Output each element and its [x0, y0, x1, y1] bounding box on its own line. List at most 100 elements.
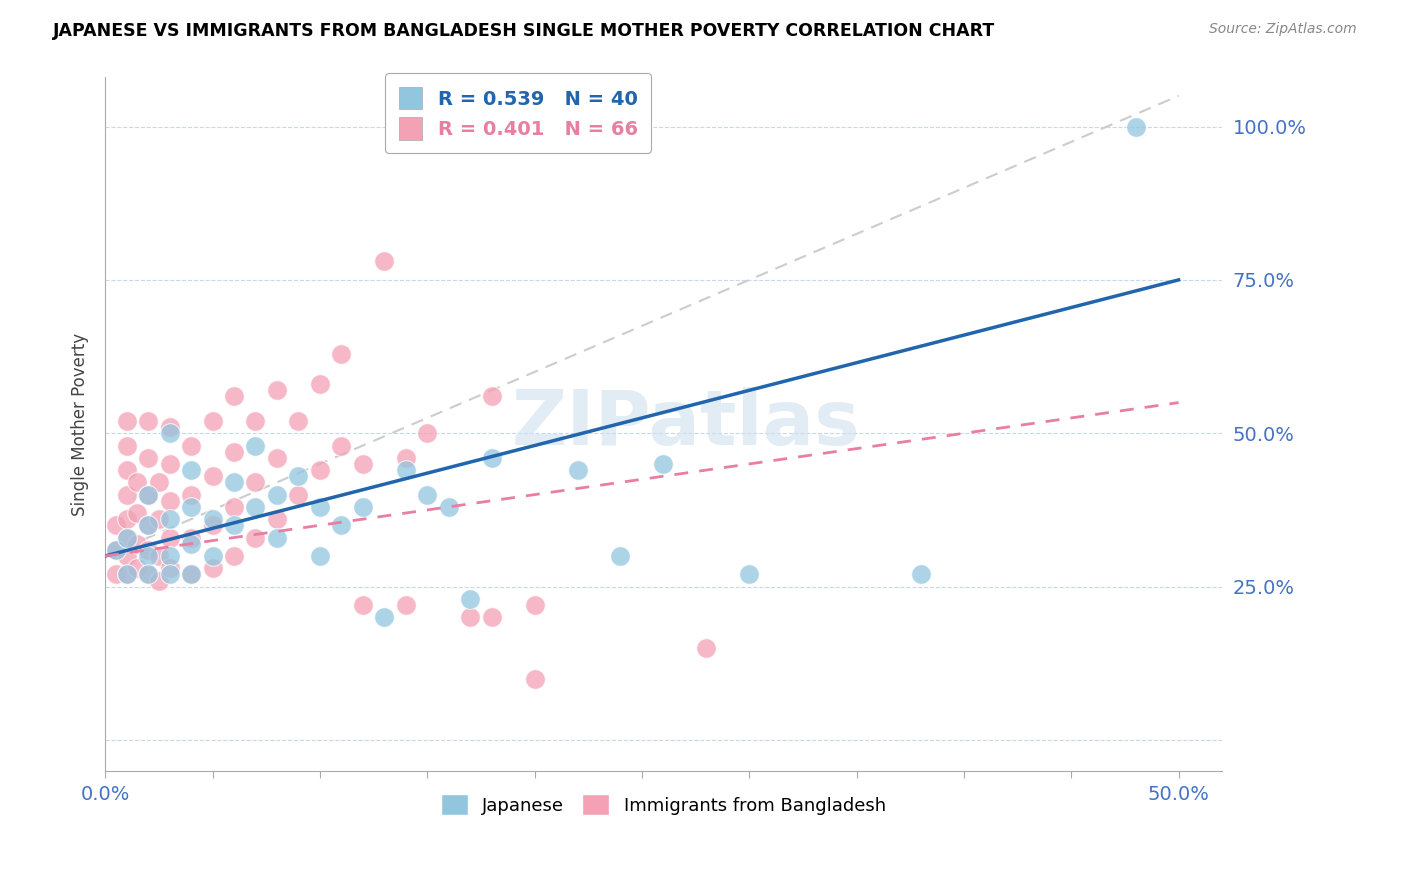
Point — [136, 518, 159, 533]
Point — [159, 561, 181, 575]
Point — [159, 426, 181, 441]
Point — [104, 542, 127, 557]
Point — [180, 567, 202, 582]
Point — [373, 254, 395, 268]
Text: Source: ZipAtlas.com: Source: ZipAtlas.com — [1209, 22, 1357, 37]
Point — [115, 567, 138, 582]
Point — [309, 463, 332, 477]
Point — [180, 531, 202, 545]
Point — [266, 384, 288, 398]
Point — [245, 438, 267, 452]
Point — [373, 610, 395, 624]
Point — [201, 561, 224, 575]
Point — [395, 463, 418, 477]
Point — [180, 567, 202, 582]
Point — [352, 500, 374, 514]
Point — [330, 518, 353, 533]
Point — [104, 567, 127, 582]
Point — [159, 420, 181, 434]
Point — [266, 512, 288, 526]
Point — [222, 518, 245, 533]
Point — [395, 598, 418, 612]
Point — [159, 493, 181, 508]
Point — [437, 500, 460, 514]
Point — [567, 463, 589, 477]
Point — [136, 549, 159, 563]
Point — [330, 438, 353, 452]
Point — [115, 567, 138, 582]
Point — [1125, 120, 1147, 134]
Point — [222, 444, 245, 458]
Point — [245, 500, 267, 514]
Point — [309, 377, 332, 392]
Point — [523, 672, 546, 686]
Point — [115, 414, 138, 428]
Point — [266, 488, 288, 502]
Point — [287, 469, 309, 483]
Legend: Japanese, Immigrants from Bangladesh: Japanese, Immigrants from Bangladesh — [432, 785, 896, 824]
Point — [652, 457, 675, 471]
Point — [352, 598, 374, 612]
Point — [222, 389, 245, 403]
Point — [245, 531, 267, 545]
Point — [136, 567, 159, 582]
Point — [201, 518, 224, 533]
Point — [136, 450, 159, 465]
Point — [222, 549, 245, 563]
Point — [695, 640, 717, 655]
Point — [115, 549, 138, 563]
Point — [287, 414, 309, 428]
Point — [159, 531, 181, 545]
Text: JAPANESE VS IMMIGRANTS FROM BANGLADESH SINGLE MOTHER POVERTY CORRELATION CHART: JAPANESE VS IMMIGRANTS FROM BANGLADESH S… — [53, 22, 995, 40]
Point — [127, 537, 149, 551]
Point — [416, 488, 439, 502]
Point — [136, 542, 159, 557]
Point — [180, 438, 202, 452]
Point — [148, 549, 170, 563]
Point — [136, 488, 159, 502]
Point — [136, 567, 159, 582]
Point — [309, 500, 332, 514]
Point — [266, 450, 288, 465]
Point — [458, 610, 481, 624]
Point — [287, 488, 309, 502]
Point — [481, 450, 503, 465]
Point — [180, 537, 202, 551]
Point — [136, 518, 159, 533]
Point — [523, 598, 546, 612]
Point — [104, 518, 127, 533]
Point — [395, 450, 418, 465]
Point — [609, 549, 631, 563]
Point — [148, 574, 170, 588]
Point — [127, 561, 149, 575]
Point — [180, 488, 202, 502]
Point — [115, 531, 138, 545]
Point — [159, 567, 181, 582]
Point — [416, 426, 439, 441]
Text: ZIPatlas: ZIPatlas — [512, 387, 860, 461]
Point — [115, 463, 138, 477]
Point — [159, 457, 181, 471]
Point — [136, 488, 159, 502]
Point — [222, 475, 245, 490]
Point — [159, 512, 181, 526]
Point — [201, 469, 224, 483]
Point — [180, 500, 202, 514]
Point — [148, 512, 170, 526]
Point — [458, 591, 481, 606]
Point — [136, 414, 159, 428]
Point — [201, 414, 224, 428]
Point — [481, 389, 503, 403]
Point — [481, 610, 503, 624]
Point — [115, 488, 138, 502]
Point — [127, 506, 149, 520]
Point — [352, 457, 374, 471]
Point — [159, 549, 181, 563]
Point — [738, 567, 761, 582]
Point — [266, 531, 288, 545]
Point — [910, 567, 932, 582]
Point — [180, 463, 202, 477]
Point — [115, 438, 138, 452]
Point — [115, 512, 138, 526]
Point — [330, 346, 353, 360]
